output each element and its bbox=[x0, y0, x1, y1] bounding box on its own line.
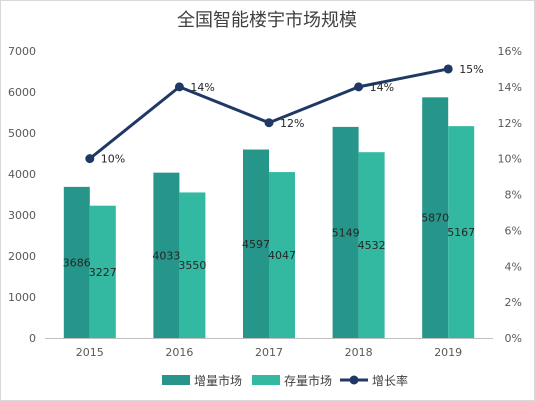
right-y-tick-label: 16% bbox=[498, 45, 522, 58]
legend-label: 存量市场 bbox=[284, 373, 332, 388]
left-y-tick-label: 0 bbox=[29, 332, 36, 345]
bar-incremental-market bbox=[153, 172, 180, 338]
legend-item-existing-market: 存量市场 bbox=[252, 373, 332, 388]
legend-swatch bbox=[252, 375, 280, 385]
legend-item-growth-rate: 增长率 bbox=[340, 373, 408, 388]
left-y-tick-label: 2000 bbox=[8, 250, 36, 263]
bar-value-label: 3227 bbox=[89, 266, 117, 279]
growth-rate-point bbox=[174, 82, 184, 92]
right-y-tick-label: 0% bbox=[505, 332, 522, 345]
right-y-tick-label: 2% bbox=[505, 296, 522, 309]
bar-value-label: 5870 bbox=[421, 212, 449, 225]
growth-rate-point bbox=[264, 118, 274, 128]
bar-value-label: 3550 bbox=[178, 259, 206, 272]
bar-value-label: 5149 bbox=[332, 226, 360, 239]
left-y-tick-label: 6000 bbox=[8, 86, 36, 99]
growth-rate-label: 10% bbox=[101, 153, 125, 166]
right-y-tick-label: 8% bbox=[505, 189, 522, 202]
right-y-tick-label: 12% bbox=[498, 117, 522, 130]
bar-existing-market bbox=[448, 126, 475, 338]
bar-incremental-market bbox=[332, 126, 359, 339]
x-tick-label: 2015 bbox=[76, 346, 104, 359]
legend-marker bbox=[349, 375, 359, 385]
bar-existing-market bbox=[179, 192, 206, 338]
right-y-axis: 0% 2% 4% 6% 8% 10% 12% 14% 16% bbox=[498, 45, 522, 345]
left-y-tick-label: 1000 bbox=[8, 291, 36, 304]
growth-rate-point bbox=[354, 82, 364, 92]
growth-rate-label: 12% bbox=[280, 117, 304, 130]
growth-rate-line bbox=[88, 67, 449, 160]
left-y-tick-label: 3000 bbox=[8, 209, 36, 222]
legend-swatch bbox=[162, 375, 190, 385]
bar-value-label: 4033 bbox=[152, 249, 180, 262]
bar-value-label: 4532 bbox=[358, 239, 386, 252]
growth-rate-label: 15% bbox=[459, 63, 483, 76]
right-y-tick-label: 14% bbox=[498, 81, 522, 94]
growth-rate-label: 14% bbox=[370, 81, 394, 94]
bar-incremental-market bbox=[243, 149, 269, 338]
left-y-tick-label: 5000 bbox=[8, 127, 36, 140]
x-tick-label: 2016 bbox=[165, 346, 193, 359]
chart-title: 全国智能楼宇市场规模 bbox=[177, 10, 357, 31]
bar-value-label: 3686 bbox=[63, 256, 91, 269]
growth-rate-point bbox=[443, 64, 453, 74]
growth-line-layer bbox=[85, 64, 453, 164]
bar-existing-market bbox=[89, 205, 116, 338]
bar-value-label: 4597 bbox=[242, 238, 270, 251]
bar-value-label: 4047 bbox=[268, 249, 296, 262]
right-y-tick-label: 6% bbox=[505, 224, 522, 237]
bars-layer bbox=[63, 97, 475, 339]
x-tick-label: 2018 bbox=[345, 346, 373, 359]
right-y-tick-label: 4% bbox=[505, 260, 522, 273]
data-labels-layer: 3686 4033 4597 5149 5870 3227 3550 4047 4532 5167… bbox=[63, 63, 484, 279]
bar-existing-market bbox=[269, 172, 295, 338]
legend-label: 增长率 bbox=[372, 373, 408, 388]
legend: 增量市场 存量市场 增长率 bbox=[162, 373, 408, 388]
legend-item-incremental-market: 增量市场 bbox=[162, 373, 242, 388]
left-y-axis: 0 1000 2000 3000 4000 5000 6000 7000 bbox=[8, 45, 36, 345]
growth-rate-label: 14% bbox=[190, 81, 214, 94]
bar-existing-market bbox=[358, 152, 385, 338]
bar-incremental-market bbox=[63, 186, 90, 338]
right-y-tick-label: 10% bbox=[498, 153, 522, 166]
bar-incremental-market bbox=[422, 97, 449, 338]
left-y-tick-label: 4000 bbox=[8, 168, 36, 181]
left-y-tick-label: 7000 bbox=[8, 45, 36, 58]
x-tick-label: 2017 bbox=[255, 346, 283, 359]
bar-value-label: 5167 bbox=[447, 226, 475, 239]
growth-rate-point bbox=[85, 154, 95, 164]
x-axis: 2015 2016 2017 2018 2019 bbox=[45, 338, 493, 359]
x-tick-label: 2019 bbox=[434, 346, 462, 359]
legend-label: 增量市场 bbox=[194, 373, 242, 388]
